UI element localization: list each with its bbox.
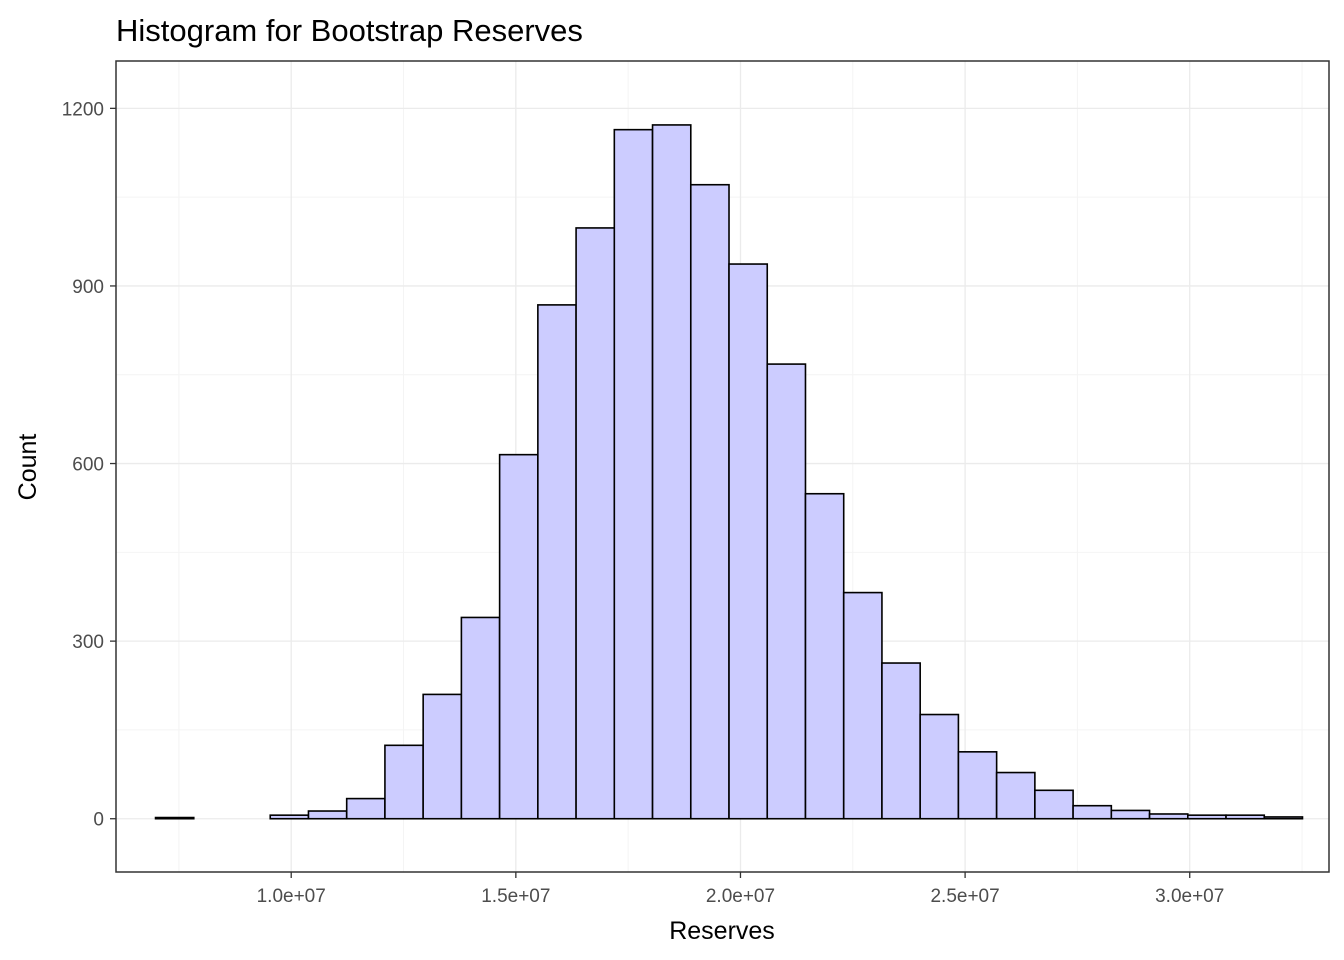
histogram-bars — [154, 124, 1304, 820]
histogram-bar — [651, 124, 692, 820]
x-axis: 1.0e+07 1.5e+07 2.0e+07 2.5e+07 3.0e+07 — [257, 872, 1224, 907]
histogram-bar — [154, 816, 195, 820]
y-axis: 0 300 600 900 1200 — [62, 99, 116, 831]
histogram-bar — [1072, 804, 1113, 820]
y-axis-title: Count — [14, 434, 42, 501]
histogram-bar — [1263, 816, 1304, 820]
histogram-bar — [842, 591, 883, 820]
histogram-bar — [269, 814, 310, 820]
y-tick-label: 600 — [72, 455, 104, 476]
histogram-bar — [345, 797, 386, 820]
histogram-bar — [804, 492, 845, 820]
y-tick-label: 900 — [72, 277, 104, 298]
y-tick-label: 1200 — [62, 99, 104, 120]
histogram-bar — [613, 128, 654, 820]
x-tick-label: 3.0e+07 — [1155, 886, 1224, 907]
histogram-bar — [1034, 789, 1074, 820]
histogram-bar — [422, 693, 463, 820]
histogram-bar — [537, 304, 577, 820]
histogram-bar — [384, 744, 424, 820]
x-axis-title: Reserves — [669, 917, 775, 945]
chart-title: Histogram for Bootstrap Reserves — [116, 13, 583, 48]
histogram-bar — [881, 662, 921, 820]
histogram-bar — [689, 183, 730, 820]
histogram-bar — [995, 771, 1036, 820]
panel-border — [115, 60, 1330, 873]
histogram-bar — [919, 713, 960, 820]
y-tick-label: 300 — [72, 632, 104, 653]
x-tick-label: 2.5e+07 — [930, 886, 999, 907]
x-tick-label: 2.0e+07 — [706, 886, 775, 907]
histogram-bar — [1186, 814, 1227, 820]
histogram-bar — [1148, 813, 1189, 820]
histogram-bar — [307, 810, 348, 820]
histogram-bar — [957, 751, 998, 820]
histogram-bar — [728, 263, 769, 820]
histogram-bar — [1225, 814, 1266, 820]
histogram-bar — [766, 363, 807, 820]
x-tick-label: 1.0e+07 — [257, 886, 326, 907]
histogram-bar — [498, 453, 539, 820]
x-tick-label: 1.5e+07 — [481, 886, 550, 907]
histogram-bar — [460, 616, 501, 820]
y-tick-label: 0 — [93, 810, 104, 831]
histogram-bar — [1110, 809, 1151, 820]
histogram-bar — [575, 227, 616, 820]
